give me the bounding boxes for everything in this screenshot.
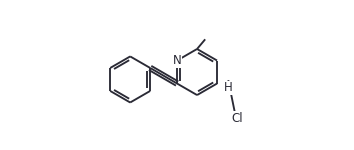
Text: H: H (224, 81, 233, 94)
Text: Cl: Cl (232, 112, 243, 125)
Text: N: N (173, 54, 182, 67)
